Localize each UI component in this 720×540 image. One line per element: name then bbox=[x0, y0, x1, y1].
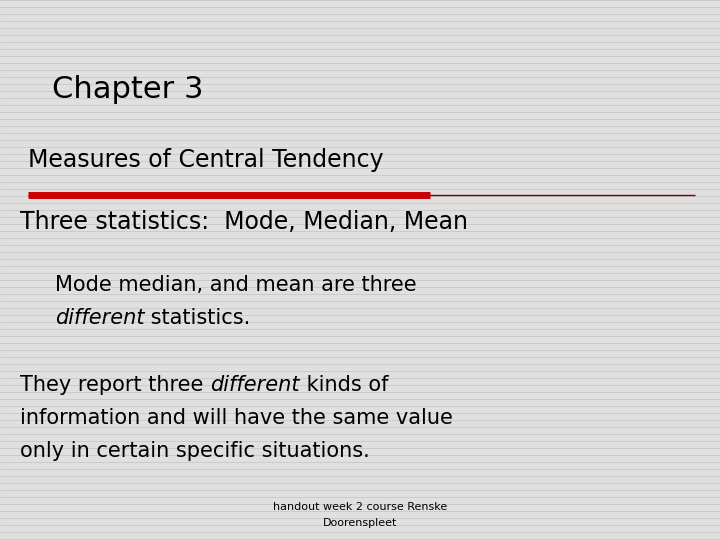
Text: different: different bbox=[55, 308, 145, 328]
Text: kinds of: kinds of bbox=[300, 375, 388, 395]
Text: Chapter 3: Chapter 3 bbox=[52, 75, 204, 104]
Text: statistics.: statistics. bbox=[145, 308, 251, 328]
Text: handout week 2 course Renske: handout week 2 course Renske bbox=[273, 502, 447, 512]
Text: Measures of Central Tendency: Measures of Central Tendency bbox=[28, 148, 384, 172]
Text: Three statistics:  Mode, Median, Mean: Three statistics: Mode, Median, Mean bbox=[20, 210, 468, 234]
Text: Mode median, and mean are three: Mode median, and mean are three bbox=[55, 275, 417, 295]
Text: different: different bbox=[210, 375, 300, 395]
Text: only in certain specific situations.: only in certain specific situations. bbox=[20, 441, 370, 461]
Text: Doorenspleet: Doorenspleet bbox=[323, 518, 397, 528]
Text: information and will have the same value: information and will have the same value bbox=[20, 408, 453, 428]
Text: They report three: They report three bbox=[20, 375, 210, 395]
